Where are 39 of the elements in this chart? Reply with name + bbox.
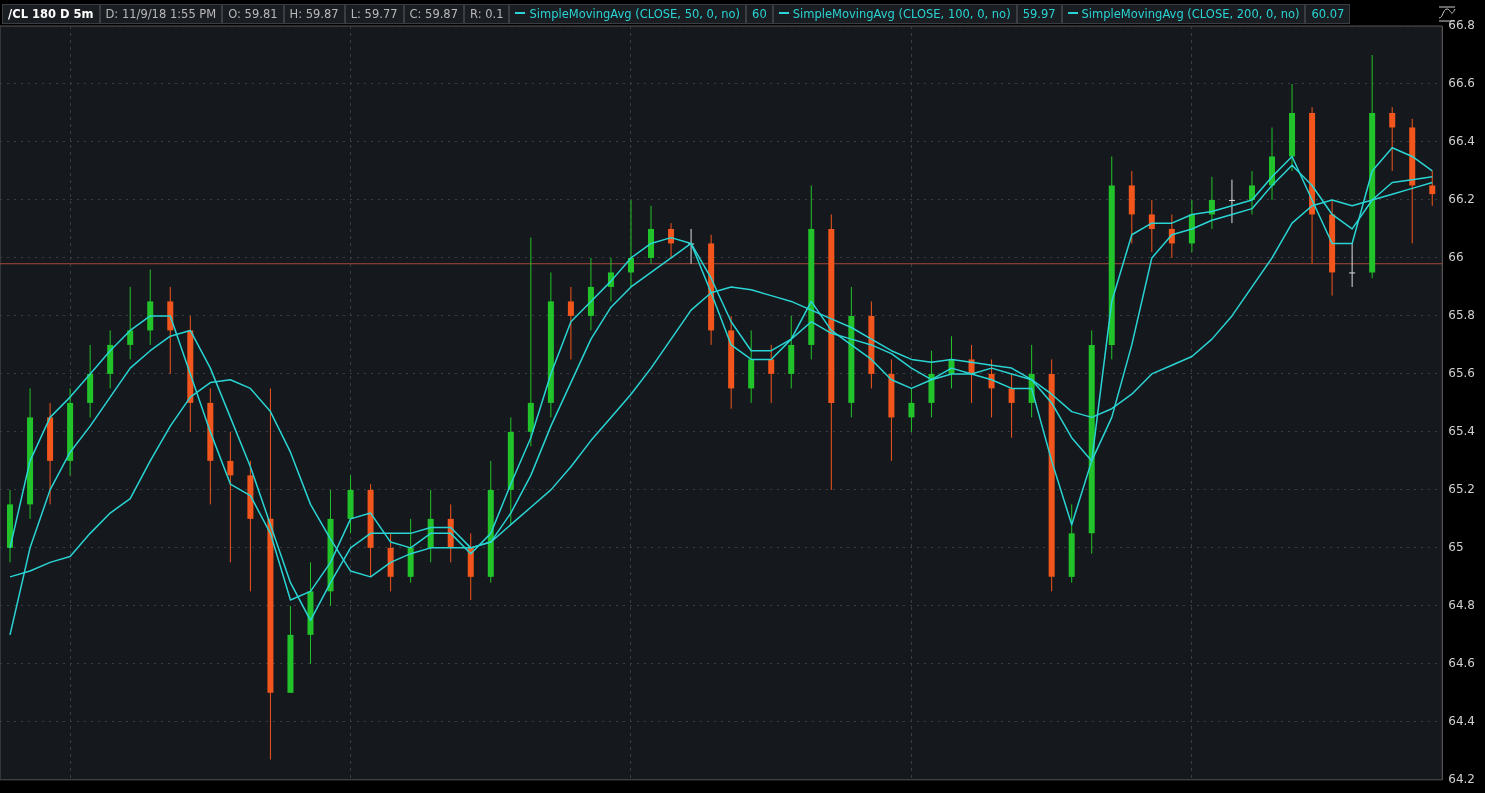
text: O: 59.81 [222,4,284,24]
candlestick [567,286,574,360]
candlestick [908,387,915,433]
y-tick-label: 65.8 [1448,308,1475,323]
y-tick-label: 65.4 [1448,424,1475,439]
y-tick-label: 64.6 [1448,655,1475,670]
legend-label: SimpleMovingAvg (CLOSE, 100, 0, no) [772,4,1017,24]
y-tick-label: 66.4 [1448,134,1475,149]
candlestick [768,344,775,404]
y-tick-label: 65.6 [1448,366,1475,381]
chart-title: /CL 180 D 5m [2,4,100,24]
candlestick [1148,199,1155,253]
text: R: 0.1 [464,4,510,24]
y-tick-label: 65 [1448,539,1464,554]
text: D: 11/9/18 1:55 PM [99,4,223,24]
y-tick-label: 66.6 [1448,76,1475,91]
candlestick [1008,373,1015,439]
text: L: 59.77 [344,4,404,24]
y-tick-label: 64.2 [1448,771,1475,786]
candlestick [1389,106,1396,172]
text: 60 [746,4,773,24]
candlestick [1349,242,1356,288]
candlestick [1228,179,1235,224]
candlestick [1248,170,1255,215]
text: 60.07 [1305,4,1351,24]
text: C: 59.87 [403,4,464,24]
text: 59.97 [1016,4,1062,24]
legend-label: SimpleMovingAvg (CLOSE, 50, 0, no) [509,4,747,24]
y-tick-label: 64.8 [1448,597,1475,612]
legend-label: SimpleMovingAvg (CLOSE, 200, 0, no) [1061,4,1306,24]
candlestick [1429,170,1436,207]
y-tick-label: 66.2 [1448,192,1475,207]
candlestick [127,286,134,360]
text: H: 59.87 [283,4,345,24]
y-tick-label: 64.4 [1448,713,1475,728]
y-tick-label: 66.8 [1448,18,1475,33]
y-tick-label: 66 [1448,250,1464,265]
candlestick [227,431,234,563]
y-tick-label: 65.2 [1448,482,1475,496]
